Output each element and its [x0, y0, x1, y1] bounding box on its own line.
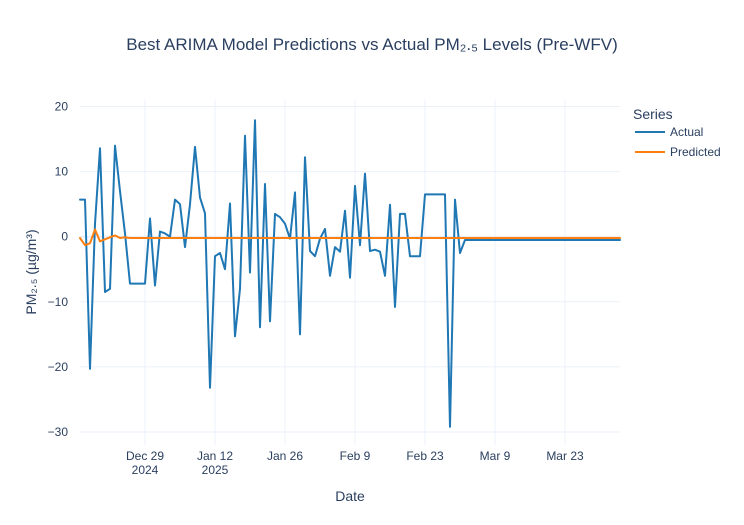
chart-title: Best ARIMA Model Predictions vs Actual P… — [126, 35, 618, 54]
x-tick-label: Jan 26 — [267, 449, 303, 463]
y-tick-label: 0 — [61, 230, 68, 244]
x-tick-label: Jan 12 — [197, 449, 233, 463]
y-tick-label: −30 — [48, 425, 69, 439]
x-axis-title: Date — [335, 488, 365, 504]
series-line-actual — [79, 119, 621, 428]
legend-item-actual[interactable]: Actual — [635, 125, 703, 139]
y-tick-label: −20 — [48, 360, 69, 374]
legend-title: Series — [633, 106, 673, 122]
legend-label-predicted: Predicted — [670, 145, 721, 159]
x-tick-label: Feb 9 — [340, 449, 371, 463]
x-tick-label: Mar 9 — [480, 449, 511, 463]
legend-item-predicted[interactable]: Predicted — [635, 145, 721, 159]
legend-label-actual: Actual — [670, 125, 703, 139]
series-layer — [79, 119, 621, 428]
y-tick-label: 20 — [55, 100, 69, 114]
series-line-predicted — [79, 228, 621, 247]
y-tick-label: −10 — [48, 295, 69, 309]
y-tick-label: 10 — [55, 165, 69, 179]
y-axis-ticks: 20 10 0 −10 −20 −30 — [48, 100, 69, 439]
x-tick-year-label: 2025 — [202, 463, 229, 477]
legend: Series Actual Predicted — [633, 106, 721, 159]
y-axis-title: PM₂.₅ (µg/m³) — [23, 229, 39, 314]
x-tick-label: Dec 29 — [126, 449, 164, 463]
x-tick-label: Feb 23 — [406, 449, 444, 463]
x-tick-year-label: 2024 — [132, 463, 159, 477]
x-tick-label: Mar 23 — [546, 449, 584, 463]
